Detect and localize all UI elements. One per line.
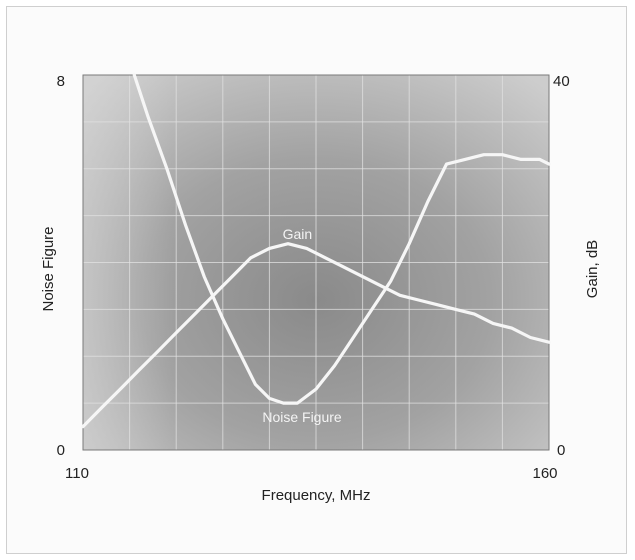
- y-left-tick-label: 0: [57, 442, 65, 459]
- y-right-tick-label: 0: [557, 442, 565, 459]
- x-tick-label: 160: [532, 465, 557, 482]
- noise-figure-line: [132, 73, 551, 405]
- grid: [82, 74, 550, 451]
- noise-figure-curve-label: Noise Figure: [262, 409, 342, 425]
- x-tick-label: 110: [65, 465, 89, 482]
- y-axis-left-label: Noise Figure: [40, 226, 57, 311]
- y-right-tick-label: 40: [553, 73, 570, 90]
- x-axis-label: Frequency, MHz: [262, 487, 371, 504]
- plot-border: [82, 74, 550, 451]
- chart-frame: 110 160 0 8 0 40 Gain Noise Figure Frequency,…: [6, 6, 627, 554]
- y-axis-right-label: Gain, dB: [584, 240, 601, 298]
- gain-curve-label: Gain: [283, 226, 313, 242]
- y-left-tick-label: 8: [57, 73, 65, 90]
- gain-line: [81, 242, 551, 429]
- series-layer: [81, 73, 551, 429]
